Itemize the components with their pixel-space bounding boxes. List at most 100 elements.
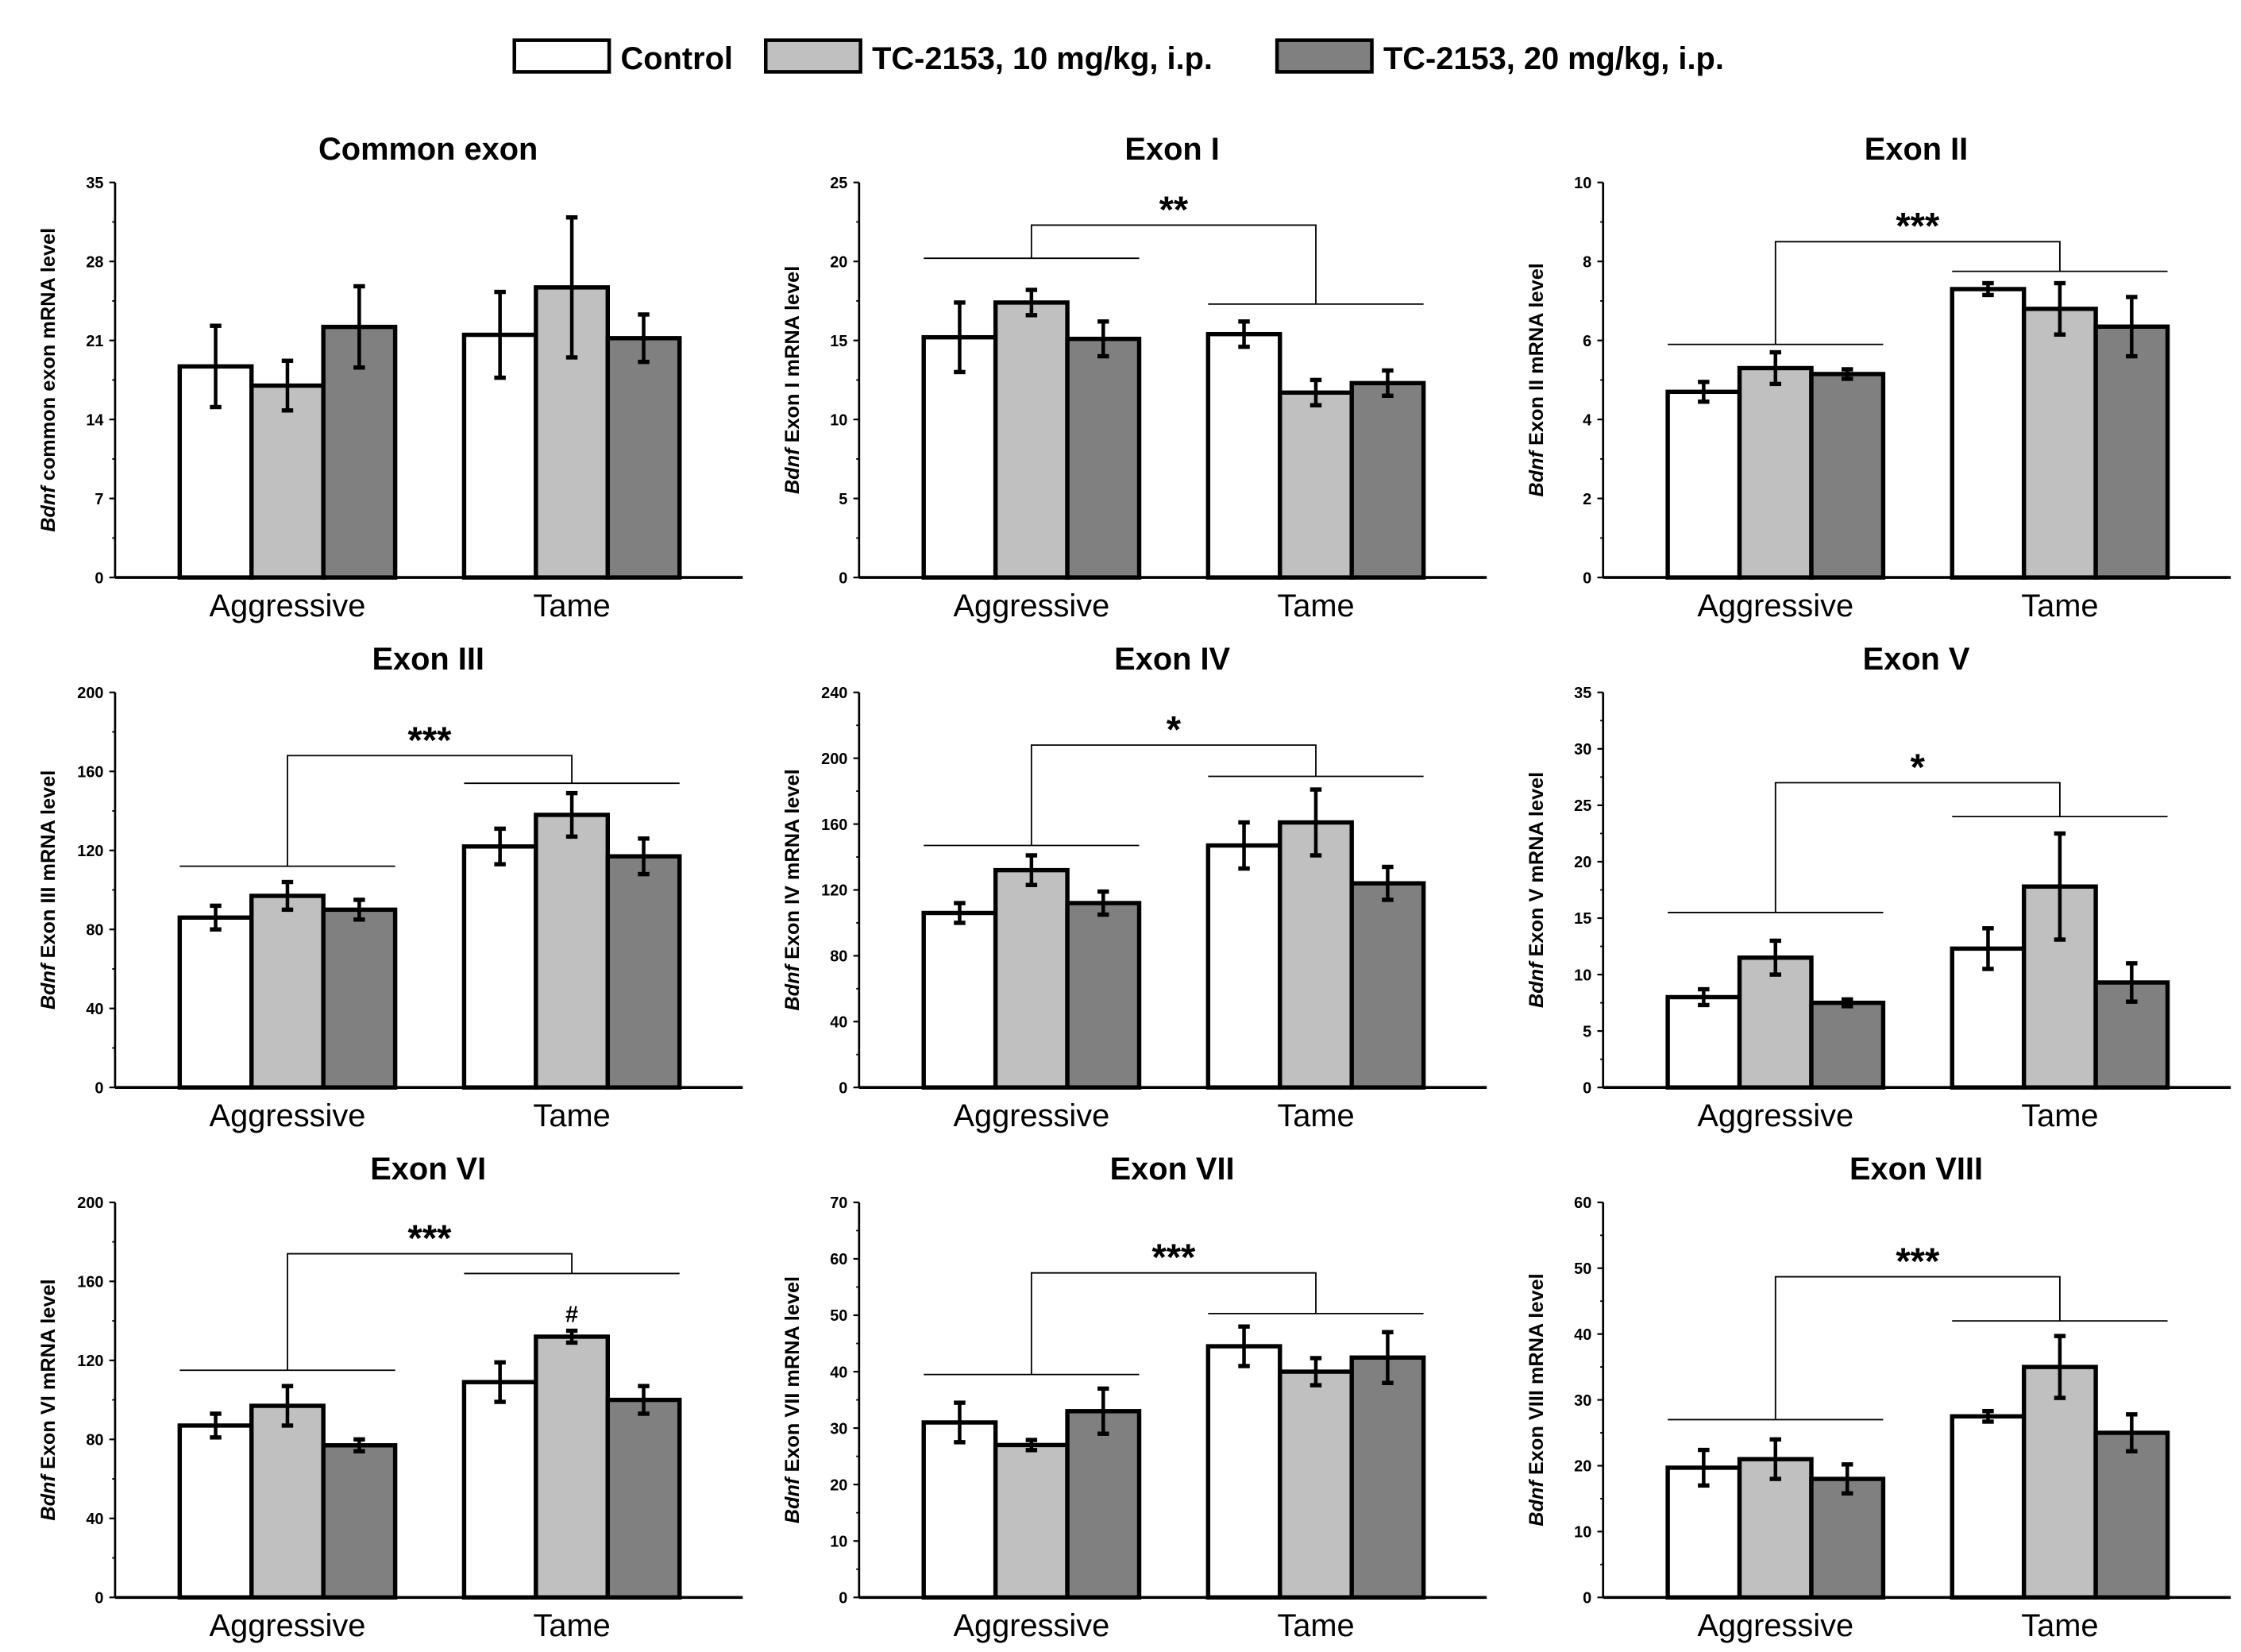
y-tick-label: 4 xyxy=(1583,411,1591,429)
y-tick-label: 40 xyxy=(830,1014,847,1032)
y-tick-label: 40 xyxy=(830,1364,847,1381)
panels: Common exon Bdnf common exon mRNA level 0 7… xyxy=(37,132,2231,1643)
y-tick-label: 20 xyxy=(830,1476,847,1494)
y-axis-label-gene: Bdnf xyxy=(37,962,60,1009)
bar xyxy=(1065,901,1142,1090)
y-tick-label: 0 xyxy=(839,1079,847,1097)
significance-label: *** xyxy=(1896,1240,1940,1282)
y-tick-label: 0 xyxy=(1583,569,1591,587)
significance-bracket xyxy=(1774,241,2061,345)
y-tick-label: 20 xyxy=(1574,854,1591,871)
y-tick-label: 25 xyxy=(830,175,847,192)
bar xyxy=(1205,843,1282,1090)
y-axis-label-text: Exon VII mRNA level xyxy=(781,1276,804,1478)
y-tick-label: 5 xyxy=(1583,1023,1591,1040)
bar xyxy=(1349,881,1426,1090)
chart-title: Exon III xyxy=(372,642,484,677)
bar xyxy=(1809,1000,1886,1090)
y-tick-label: 10 xyxy=(830,411,847,429)
chart-title: Exon VII xyxy=(1110,1152,1235,1187)
bar xyxy=(1737,955,1814,1090)
y-tick-label: 0 xyxy=(839,569,847,587)
chart-title: Exon VIII xyxy=(1850,1152,1983,1187)
bar xyxy=(993,1442,1070,1600)
y-tick-label: 30 xyxy=(1574,741,1591,758)
bar xyxy=(1065,336,1142,580)
y-tick-label: 10 xyxy=(1574,1524,1591,1542)
legend-swatch xyxy=(763,38,862,74)
x-category-label: Aggressive xyxy=(953,589,1109,623)
bar xyxy=(1665,389,1742,580)
y-axis-label-text: Exon II mRNA level xyxy=(1526,263,1548,451)
y-tick-label: 28 xyxy=(86,253,103,271)
bar xyxy=(321,907,398,1090)
y-axis-label-text: Exon VIII mRNA level xyxy=(1526,1273,1548,1480)
chart-panel: Common exon Bdnf common exon mRNA level 0 7… xyxy=(37,132,743,623)
chart-panel: Exon V Bdnf Exon V mRNA level 0 5 10 15 20 25 30… xyxy=(1526,642,2231,1133)
bar xyxy=(177,1423,254,1600)
y-tick-label: 40 xyxy=(86,1511,103,1528)
legend: Control TC-2153, 10 mg/kg, i.p. TC-2153, 2… xyxy=(512,38,1724,76)
y-tick-label: 240 xyxy=(821,685,847,702)
bar xyxy=(921,1420,998,1600)
significance-bracket xyxy=(1030,224,1317,304)
legend-label: TC-2153, 10 mg/kg, i.p. xyxy=(872,41,1213,76)
chart-title: Exon IV xyxy=(1114,642,1230,677)
x-category-label: Aggressive xyxy=(210,1098,366,1133)
bar xyxy=(2021,307,2098,580)
y-tick-label: 50 xyxy=(1574,1260,1591,1278)
x-category-label: Aggressive xyxy=(1697,1098,1853,1133)
x-category-label: Tame xyxy=(1277,589,1354,623)
y-tick-label: 15 xyxy=(1574,910,1591,928)
significance-bracket xyxy=(287,755,573,867)
y-tick-label: 80 xyxy=(830,948,847,966)
bar xyxy=(1278,820,1354,1090)
y-axis-label-gene: Bdnf xyxy=(781,963,804,1010)
significance-label: * xyxy=(1167,708,1182,750)
legend-swatch xyxy=(1275,38,1374,74)
significance-label: *** xyxy=(408,1217,453,1259)
bar xyxy=(605,854,682,1090)
bar xyxy=(1205,1344,1282,1600)
chart-title: Exon VI xyxy=(370,1152,486,1187)
legend-swatch xyxy=(512,38,611,74)
y-axis-label: Bdnf Exon VI mRNA level xyxy=(37,1279,60,1520)
bar xyxy=(249,894,326,1090)
bar xyxy=(605,1397,682,1600)
bar xyxy=(534,1334,611,1600)
x-category-label: Tame xyxy=(2021,1608,2098,1643)
bar xyxy=(1065,1409,1142,1600)
y-tick-label: 14 xyxy=(86,411,103,429)
significance-bracket xyxy=(1774,1276,2061,1420)
y-axis-label-text: common exon mRNA level xyxy=(37,228,60,486)
chart-title: Exon I xyxy=(1124,132,1219,167)
bar xyxy=(534,812,611,1090)
y-axis-label: Bdnf Exon VII mRNA level xyxy=(781,1276,804,1523)
y-tick-label: 80 xyxy=(86,1432,103,1449)
chart-panel: Exon I Bdnf Exon I mRNA level 0 5 10 15 20 25 Ag… xyxy=(781,132,1487,623)
significance-bracket xyxy=(1774,782,2061,913)
y-axis-label: Bdnf Exon II mRNA level xyxy=(1526,263,1548,496)
x-category-label: Tame xyxy=(2021,1098,2098,1133)
y-tick-label: 21 xyxy=(86,333,103,350)
y-tick-label: 5 xyxy=(839,491,847,508)
bar xyxy=(461,844,538,1090)
y-tick-label: 60 xyxy=(1574,1195,1591,1212)
significance-bracket xyxy=(1030,744,1317,846)
y-tick-label: 6 xyxy=(1583,333,1591,350)
bar xyxy=(1950,1414,2027,1600)
y-tick-label: 160 xyxy=(821,816,847,834)
y-tick-label: 2 xyxy=(1583,491,1591,508)
y-tick-label: 200 xyxy=(821,751,847,768)
y-tick-label: 160 xyxy=(77,764,103,782)
y-axis-label-gene: Bdnf xyxy=(781,446,804,494)
chart-panel: Exon II Bdnf Exon II mRNA level 0 2 4 6 8 10 Agg… xyxy=(1526,132,2231,623)
y-axis-label-text: Exon III mRNA level xyxy=(37,770,60,964)
y-tick-label: 10 xyxy=(1574,967,1591,984)
y-axis-label-gene: Bdnf xyxy=(1526,960,1548,1008)
y-tick-label: 35 xyxy=(86,175,103,192)
y-tick-label: 80 xyxy=(86,921,103,939)
y-axis-label-text: Exon VI mRNA level xyxy=(37,1279,60,1475)
x-category-label: Aggressive xyxy=(1697,589,1853,623)
